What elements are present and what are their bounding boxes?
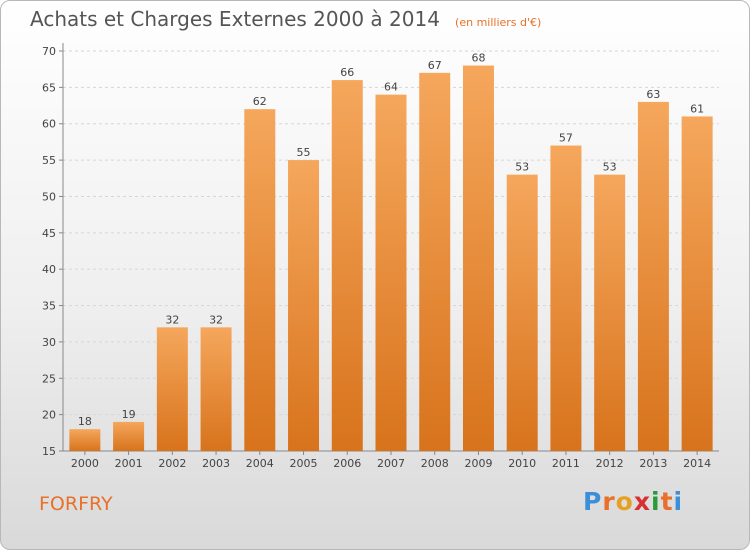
bar-value-label: 63 [646, 88, 660, 101]
bar [331, 80, 363, 451]
x-tick-label: 2005 [290, 457, 318, 470]
bar [550, 145, 582, 451]
bar-value-label: 62 [253, 95, 267, 108]
bar-value-label: 32 [165, 313, 179, 326]
logo-letter: P [583, 487, 603, 516]
x-tick-label: 2011 [552, 457, 580, 470]
logo-letter: o [615, 487, 634, 516]
bar [69, 429, 101, 451]
x-tick-label: 2010 [508, 457, 536, 470]
logo-letter: x [633, 487, 651, 516]
x-tick-label: 2002 [158, 457, 186, 470]
bar-value-label: 66 [340, 66, 354, 79]
bar [113, 421, 145, 451]
bar-value-label: 53 [603, 161, 617, 174]
bars: 18 19 32 32 62 55 66 64 67 68 53 57 53 63 61 [69, 52, 713, 452]
bar [375, 94, 407, 452]
bar-value-label: 68 [471, 52, 485, 65]
bar [462, 65, 494, 451]
bar [288, 160, 320, 451]
y-tick-label: 25 [42, 372, 56, 385]
bar-value-label: 64 [384, 81, 398, 94]
bar-value-label: 55 [297, 146, 311, 159]
logo-letter: i [651, 487, 661, 516]
x-tick-label: 2006 [333, 457, 361, 470]
tick-labels: 15 20 25 30 35 40 45 50 55 60 65 70 2000 2001 2002 2003… [42, 45, 711, 470]
bar-value-label: 53 [515, 161, 529, 174]
x-tick-label: 2013 [639, 457, 667, 470]
x-tick-label: 2009 [464, 457, 492, 470]
y-tick-label: 65 [42, 81, 56, 94]
y-tick-label: 60 [42, 118, 56, 131]
proxiti-logo[interactable]: Proxiti [583, 487, 683, 516]
bar [419, 72, 451, 452]
bar [244, 109, 276, 451]
chart-title: Achats et Charges Externes 2000 à 2014 [30, 7, 440, 31]
bar [506, 174, 538, 452]
y-tick-label: 50 [42, 190, 56, 203]
bar-value-label: 32 [209, 313, 223, 326]
y-tick-label: 30 [42, 336, 56, 349]
bar [594, 174, 626, 452]
y-tick-label: 35 [42, 300, 56, 313]
title-row: Achats et Charges Externes 2000 à 2014 (… [30, 7, 541, 31]
x-tick-label: 2000 [71, 457, 99, 470]
x-tick-label: 2004 [246, 457, 274, 470]
bar-value-label: 57 [559, 132, 573, 145]
y-tick-label: 55 [42, 154, 56, 167]
chart-subtitle: (en milliers d'€) [455, 16, 542, 29]
bar [200, 327, 232, 451]
logo-letter: i [673, 487, 684, 516]
bar-value-label: 67 [428, 59, 442, 72]
bar [681, 116, 713, 452]
bar-value-label: 19 [122, 408, 136, 421]
y-tick-label: 40 [42, 263, 56, 276]
commune-name: FORFRY [39, 493, 113, 515]
x-tick-label: 2012 [596, 457, 624, 470]
y-tick-label: 20 [42, 409, 56, 422]
x-tick-label: 2003 [202, 457, 230, 470]
logo-letter: r [602, 487, 616, 516]
x-tick-label: 2014 [683, 457, 711, 470]
y-tick-label: 70 [42, 45, 56, 58]
x-tick-label: 2008 [421, 457, 449, 470]
x-tick-label: 2001 [115, 457, 143, 470]
bar-value-label: 61 [690, 102, 704, 115]
x-tick-label: 2007 [377, 457, 405, 470]
y-tick-label: 45 [42, 227, 56, 240]
bar [156, 327, 188, 451]
bar-value-label: 18 [78, 415, 92, 428]
bar [637, 101, 669, 451]
y-tick-label: 15 [42, 445, 56, 458]
logo-letter: t [660, 487, 674, 516]
